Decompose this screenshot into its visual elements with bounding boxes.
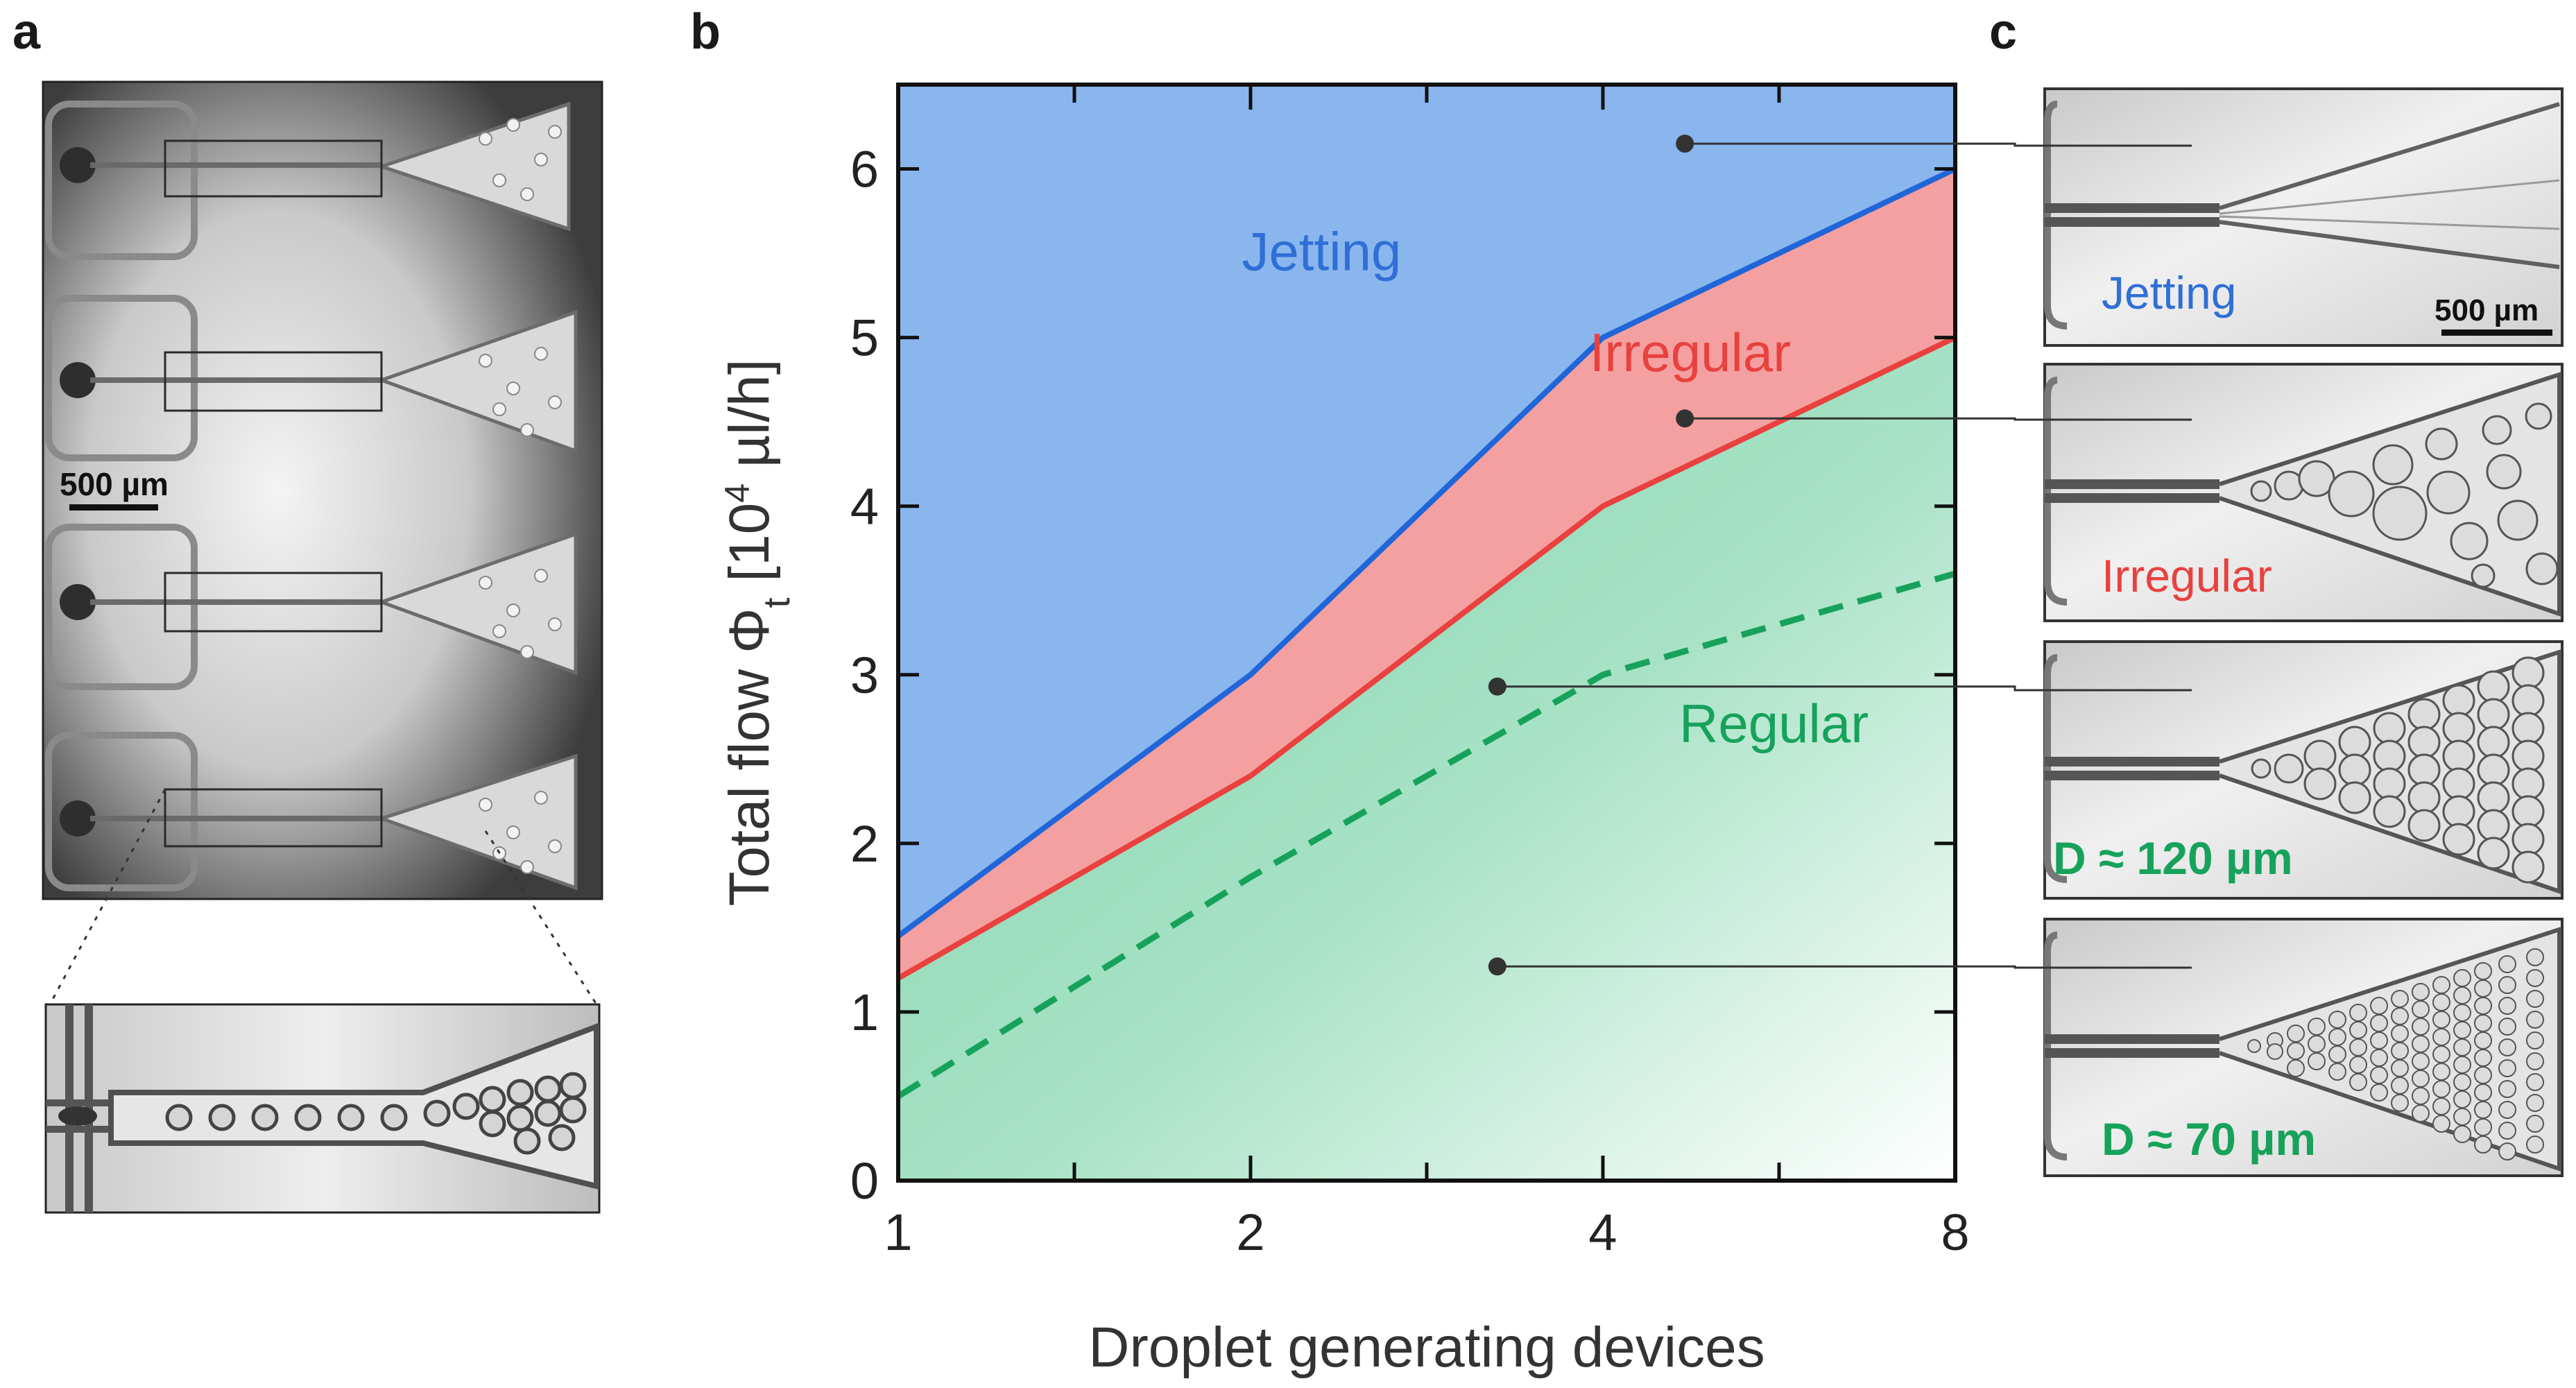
scale-bar-c — [2441, 329, 2552, 336]
panel-label-a: a — [12, 4, 41, 60]
panel-c-micrographs: Jetting 500 µm Irregular — [2043, 87, 2564, 1177]
y-tick-label-6: 6 — [850, 141, 879, 198]
micrograph-label-d70: D ≈ 70 µm — [2102, 1113, 2316, 1165]
micrograph-label-irregular: Irregular — [2102, 550, 2272, 601]
region-regular — [898, 337, 1955, 1181]
y-axis-title-sub: t — [756, 597, 798, 608]
y-tick-label-3: 3 — [850, 646, 879, 704]
x-tick-label-1: 1 — [884, 1203, 912, 1261]
zoom-guides — [49, 789, 598, 1005]
y-tick-label-1: 1 — [850, 984, 879, 1041]
y-tick-label-0: 0 — [850, 1152, 879, 1210]
y-tick-label-4: 4 — [850, 478, 879, 536]
roi-boxes — [164, 139, 383, 848]
region-label-irregular: Irregular — [1590, 322, 1791, 383]
micrograph-irregular: Irregular — [2043, 363, 2564, 622]
scale-bar-a-label: 500 µm — [60, 466, 169, 502]
x-tick-label-4: 4 — [1588, 1203, 1617, 1261]
main-channels — [90, 162, 381, 821]
y-axis-title-main: Total flow Φ — [718, 608, 781, 907]
x-tick-label-2: 2 — [1236, 1203, 1264, 1261]
y-axis-title-unit-end: µl/h] — [718, 359, 781, 483]
inlet-dots — [60, 147, 96, 837]
micrograph-label-jetting: Jetting — [2102, 267, 2236, 318]
y-axis-title: Total flow Φt [104 µl/h] — [718, 359, 798, 906]
scale-bar-a — [69, 504, 158, 511]
connector-line-3 — [1497, 685, 2192, 692]
expansion-chambers — [376, 101, 578, 891]
panel-a-micrograph: 500 µm — [42, 80, 603, 900]
panel-a-inset — [44, 1003, 601, 1214]
panel-label-b: b — [690, 4, 721, 60]
x-axis-title: Droplet generating devices — [1088, 1316, 1764, 1379]
boundary-line-2 — [898, 335, 1955, 981]
droplet-field — [479, 118, 562, 874]
boundary-line-3 — [898, 570, 1955, 1099]
y-tick-label-5: 5 — [850, 309, 879, 367]
y-tick-label-2: 2 — [850, 815, 879, 873]
micrograph-label-d120: D ≈ 120 µm — [2053, 832, 2293, 884]
micrograph-regular-120: D ≈ 120 µm — [2043, 640, 2564, 900]
micrograph-jetting: Jetting 500 µm — [2043, 87, 2564, 347]
region-label-regular: Regular — [1679, 693, 1869, 754]
y-axis-title-exp: 4 — [718, 483, 757, 503]
micrograph-regular-70: D ≈ 70 µm — [2043, 918, 2564, 1177]
x-tick-label-8: 8 — [1941, 1203, 1969, 1261]
panel-label-c: c — [1989, 4, 2017, 60]
boundary-line-1 — [898, 166, 1955, 939]
scale-bar-c-label: 500 µm — [2435, 293, 2539, 327]
y-axis-title-unit: [10 — [718, 503, 781, 598]
region-label-jetting: Jetting — [1242, 221, 1402, 282]
connector-line-4 — [1497, 965, 2192, 969]
connector-line-1 — [1685, 142, 2192, 147]
connector-line-2 — [1685, 417, 2192, 421]
